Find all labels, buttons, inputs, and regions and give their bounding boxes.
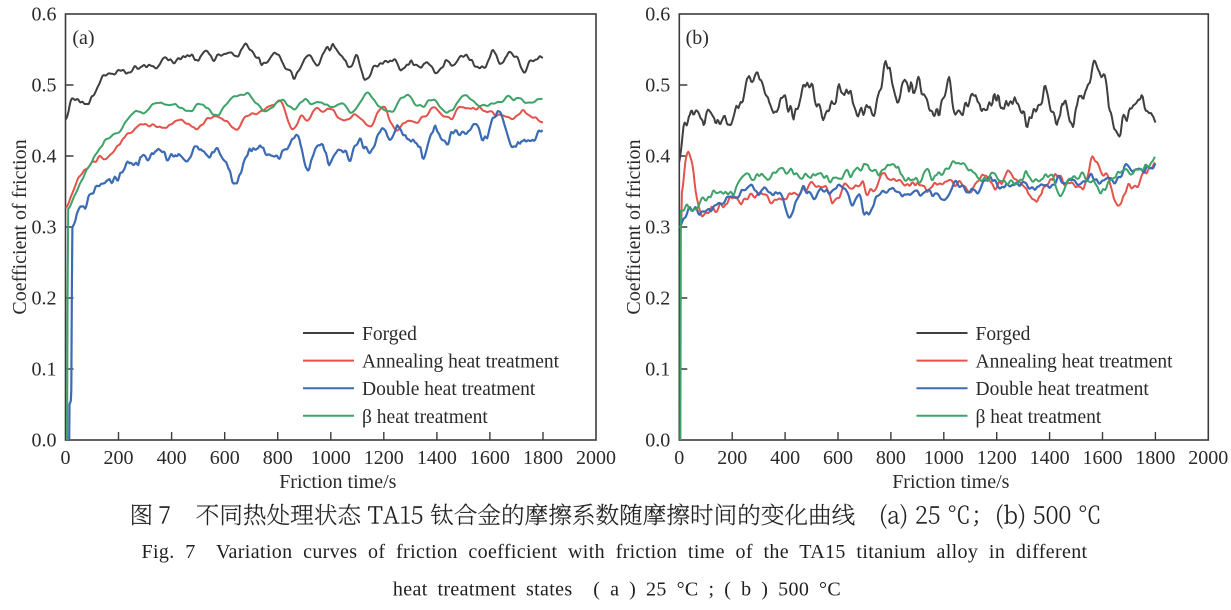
svg-text:(b): (b): [686, 27, 709, 49]
svg-text:Annealing heat treatment: Annealing heat treatment: [976, 352, 1174, 373]
svg-text:0.0: 0.0: [32, 430, 57, 452]
svg-text:0.2: 0.2: [32, 288, 57, 310]
svg-text:Friction time/s: Friction time/s: [279, 471, 396, 493]
svg-text:400: 400: [157, 447, 187, 469]
svg-text:1800: 1800: [1135, 447, 1175, 469]
svg-text:0.6: 0.6: [32, 4, 57, 26]
svg-text:β heat treatment: β heat treatment: [362, 407, 488, 428]
svg-text:0.3: 0.3: [32, 217, 57, 239]
svg-text:0.4: 0.4: [645, 146, 670, 168]
svg-text:200: 200: [717, 447, 747, 469]
svg-text:Coefficient of friction: Coefficient of friction: [623, 139, 645, 314]
svg-text:0.5: 0.5: [645, 75, 670, 97]
svg-text:2000: 2000: [576, 447, 616, 469]
svg-text:200: 200: [104, 447, 134, 469]
svg-text:1400: 1400: [1030, 447, 1070, 469]
svg-text:600: 600: [823, 447, 853, 469]
svg-text:400: 400: [770, 447, 800, 469]
svg-text:0.2: 0.2: [645, 288, 670, 310]
svg-text:1800: 1800: [523, 447, 563, 469]
svg-text:0.0: 0.0: [645, 430, 670, 452]
svg-text:0: 0: [61, 447, 71, 469]
svg-text:1600: 1600: [1083, 447, 1123, 469]
svg-text:1000: 1000: [311, 447, 351, 469]
svg-text:1200: 1200: [364, 447, 404, 469]
svg-text:1000: 1000: [924, 447, 964, 469]
svg-text:Fig. 7 Variation curves of fri: Fig. 7 Variation curves of friction coef…: [142, 541, 1088, 563]
svg-text:β heat treatment: β heat treatment: [976, 407, 1102, 428]
svg-text:Forged: Forged: [976, 324, 1031, 345]
svg-text:1600: 1600: [470, 447, 510, 469]
svg-text:1200: 1200: [977, 447, 1017, 469]
svg-text:Forged: Forged: [362, 324, 417, 345]
svg-text:Double heat treatment: Double heat treatment: [976, 379, 1150, 400]
svg-text:0.5: 0.5: [32, 75, 57, 97]
svg-text:0.4: 0.4: [32, 146, 57, 168]
svg-text:800: 800: [876, 447, 906, 469]
svg-text:(a): (a): [72, 27, 94, 49]
svg-text:0: 0: [674, 447, 684, 469]
svg-text:2000: 2000: [1188, 447, 1228, 469]
svg-text:600: 600: [210, 447, 240, 469]
svg-text:heat treatment states ( a ) 2: heat treatment states ( a ) 25 °C ; ( b …: [393, 579, 841, 601]
svg-text:Annealing heat treatment: Annealing heat treatment: [362, 352, 560, 373]
svg-text:Friction time/s: Friction time/s: [892, 471, 1009, 493]
svg-text:0.3: 0.3: [645, 217, 670, 239]
svg-text:0.1: 0.1: [645, 359, 670, 381]
svg-text:800: 800: [263, 447, 293, 469]
svg-text:0.1: 0.1: [32, 359, 57, 381]
svg-text:1400: 1400: [417, 447, 457, 469]
svg-text:0.6: 0.6: [645, 4, 670, 26]
svg-text:Double heat treatment: Double heat treatment: [362, 379, 536, 400]
svg-text:Coefficient of friction: Coefficient of friction: [9, 139, 31, 314]
